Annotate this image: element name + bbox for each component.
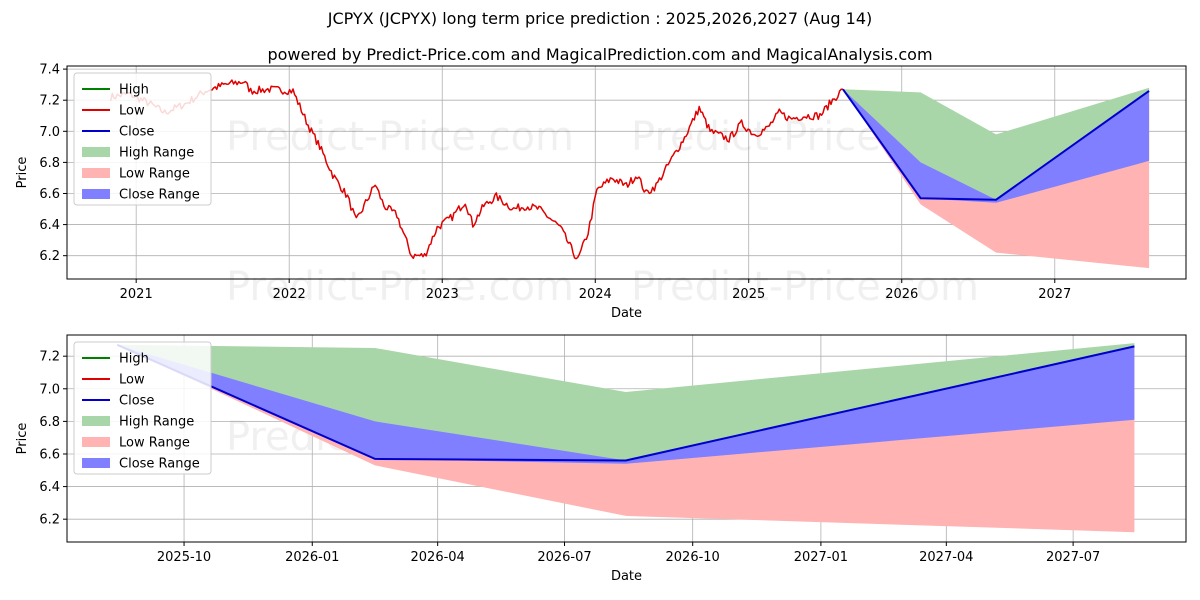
legend-swatch-patch (82, 189, 110, 199)
low-price-line (109, 79, 844, 260)
legend-swatch-patch (82, 168, 110, 178)
x-tick-label: 2027-07 (1046, 550, 1100, 565)
legend-label: Close Range (119, 188, 200, 203)
watermark: Predict-Price.com (226, 264, 574, 310)
y-tick-label: 6.6 (39, 187, 60, 202)
chart-title: JCPYX (JCPYX) long term price prediction… (327, 9, 873, 28)
y-tick-label: 6.6 (39, 447, 60, 462)
x-tick-label: 2025-10 (157, 550, 211, 565)
close-forecast-line (842, 88, 1150, 201)
x-tick-label: 2026-04 (411, 550, 465, 565)
legend-label: Low (119, 104, 145, 119)
legend-swatch-patch (82, 458, 110, 468)
plot-area (116, 343, 1135, 533)
x-tick-label: 2026-01 (285, 550, 339, 565)
plot-area (109, 79, 1150, 269)
legend: High Low Close High Range Low Range Close Ran… (73, 341, 212, 475)
low-range-band (117, 344, 1135, 533)
y-tick-label: 7.2 (39, 94, 60, 109)
chart-panel-2: Predict-Price.comPredict-Price.com2025-1… (15, 334, 1187, 584)
y-tick-label: 6.2 (39, 513, 60, 528)
x-tick-label: 2026-10 (666, 550, 720, 565)
x-tick-label: 2022 (273, 287, 306, 302)
x-tick-label: 2026 (885, 287, 918, 302)
watermark: Predict-Price.com (631, 264, 979, 310)
legend-label: Close (119, 394, 154, 409)
legend-label: High (119, 352, 149, 367)
legend-label: Close (119, 125, 154, 140)
x-tick-label: 2024 (579, 287, 612, 302)
legend-label: Low Range (119, 167, 190, 182)
x-tick-label: 2025 (732, 287, 765, 302)
x-tick-label: 2023 (426, 287, 459, 302)
close-forecast-line (116, 343, 1135, 462)
y-tick-label: 7.4 (39, 63, 60, 78)
y-axis-label: Price (15, 423, 30, 455)
axes-frame (66, 334, 1187, 543)
y-tick-label: 7.0 (39, 382, 60, 397)
close-range-band (843, 89, 1150, 203)
legend-swatch-patch (82, 437, 110, 447)
x-tick-label: 2021 (120, 287, 153, 302)
y-tick-label: 6.8 (39, 156, 60, 171)
low-range-band (843, 89, 1150, 269)
x-tick-label: 2027-04 (919, 550, 973, 565)
y-axis-label: Price (15, 157, 30, 189)
watermark: Predict-Price.com (226, 114, 574, 160)
legend: High Low Close High Range Low Range Close Ran… (73, 72, 212, 206)
legend-label: Close Range (119, 457, 200, 472)
close-range-band (117, 344, 1135, 464)
legend-label: Low Range (119, 436, 190, 451)
legend-label: Low (119, 373, 145, 388)
legend-label: High Range (119, 415, 194, 430)
legend-swatch-patch (82, 147, 110, 157)
x-axis-label: Date (611, 306, 642, 321)
x-tick-label: 2026-07 (537, 550, 591, 565)
x-tick-label: 2027-01 (794, 550, 848, 565)
chart-subtitle: powered by Predict-Price.com and Magical… (267, 45, 933, 64)
y-tick-label: 6.4 (39, 480, 60, 495)
x-axis-label: Date (611, 569, 642, 584)
legend-swatch-patch (82, 416, 110, 426)
chart-panel-1: Predict-Price.com Predict-Price.com Predic… (15, 63, 1187, 321)
y-tick-label: 6.2 (39, 249, 60, 264)
y-tick-label: 6.8 (39, 415, 60, 430)
axes-frame (66, 65, 1187, 280)
y-tick-label: 7.2 (39, 350, 60, 365)
y-tick-label: 7.0 (39, 125, 60, 140)
legend-label: High (119, 83, 149, 98)
y-tick-label: 6.4 (39, 218, 60, 233)
x-tick-label: 2027 (1038, 287, 1071, 302)
legend-label: High Range (119, 146, 194, 161)
